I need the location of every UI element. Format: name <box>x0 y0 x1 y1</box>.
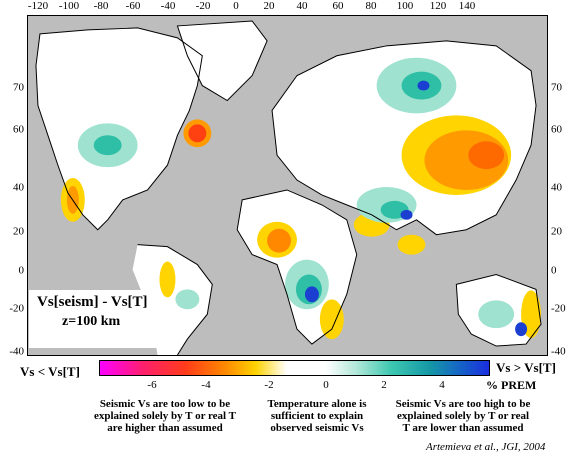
longitude-tick: -40 <box>160 0 176 12</box>
longitude-tick: -120 <box>27 0 49 12</box>
greenland-landmass <box>177 20 268 101</box>
colorbar-unit: % PREM <box>486 378 537 392</box>
velocity-anomaly-map <box>27 15 548 356</box>
latitude-tick: 0 <box>18 264 25 277</box>
anomaly-east-africa <box>319 299 344 340</box>
colorbar-right-label: Vs > Vs[T] <box>496 360 556 375</box>
longitude-tick: -80 <box>93 0 109 12</box>
citation-credit: Artemieva et al., JGI, 2004 <box>426 441 546 453</box>
map-title: Vs[seism] - Vs[T] <box>37 294 148 310</box>
anomaly-brazil <box>175 289 200 310</box>
colorbar-left-label: Vs < Vs[T] <box>20 364 80 379</box>
latitude-tick: 70 <box>551 81 562 94</box>
longitude-tick: 0 <box>233 0 239 12</box>
latitude-tick: 0 <box>551 264 557 277</box>
colorbar <box>99 360 490 376</box>
longitude-tick: -100 <box>58 0 80 12</box>
longitude-tick: 140 <box>458 0 476 12</box>
explanation-neutral: Temperature alone is sufficient to expla… <box>267 398 367 434</box>
latitude-tick: -20 <box>551 302 566 315</box>
longitude-tick: 100 <box>396 0 414 12</box>
map-subtitle: z=100 km <box>62 314 121 329</box>
anomaly-india <box>397 234 426 255</box>
colorbar-tick: -6 <box>147 379 157 391</box>
map-canvas <box>35 20 542 355</box>
explanation-positive: Seismic Vs are too high to be explained … <box>395 398 531 434</box>
longitude-tick: 20 <box>263 0 275 12</box>
latitude-tick: 60 <box>13 123 24 136</box>
latitude-tick: 20 <box>13 225 24 238</box>
latitude-tick: 60 <box>551 123 562 136</box>
colorbar-tick: -4 <box>201 379 211 391</box>
anomaly-layer <box>60 57 542 340</box>
anomaly-andes <box>159 261 176 298</box>
colorbar-tick: -2 <box>264 379 274 391</box>
latitude-tick: 40 <box>13 181 24 194</box>
longitude-tick: 60 <box>332 0 344 12</box>
latitude-tick: 20 <box>551 225 562 238</box>
longitude-tick: 40 <box>296 0 308 12</box>
map-title-box: Vs[seism] - Vs[T] z=100 km <box>29 290 159 348</box>
latitude-tick: 70 <box>13 81 24 94</box>
colorbar-tick: 2 <box>381 379 387 391</box>
longitude-tick: -60 <box>125 0 141 12</box>
coastlines <box>35 20 542 355</box>
latitude-tick: -40 <box>551 345 566 358</box>
colorbar-tick: 0 <box>323 379 329 391</box>
longitude-tick: 80 <box>365 0 377 12</box>
colorbar-tick: 4 <box>439 379 445 391</box>
explanation-negative: Seismic Vs are too low to be explained s… <box>94 398 237 434</box>
south-america-landmass <box>132 244 213 355</box>
latitude-tick: 40 <box>551 181 562 194</box>
latitude-tick: -40 <box>9 345 24 358</box>
anomaly-australia <box>478 300 515 329</box>
longitude-tick: -20 <box>195 0 211 12</box>
longitude-tick: 120 <box>429 0 447 12</box>
latitude-tick: -20 <box>9 302 24 315</box>
